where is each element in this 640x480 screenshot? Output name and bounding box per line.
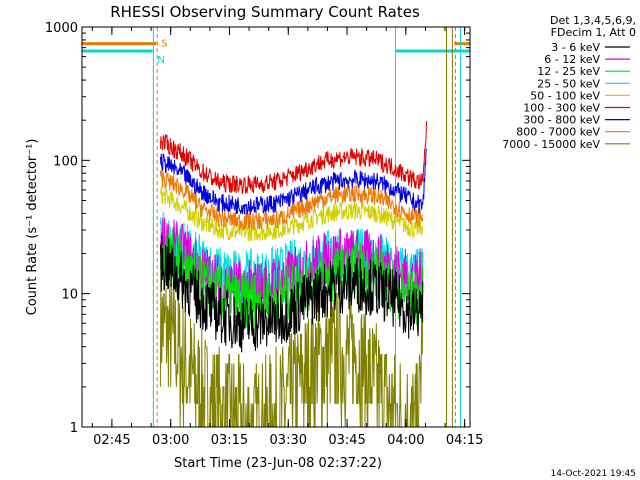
series-line-50-100-kev	[159, 186, 424, 242]
series-layer	[159, 120, 428, 427]
y-tick-label: 1000	[45, 21, 78, 36]
legend-entry-label: 12 - 25 keV	[537, 65, 600, 78]
legend-entry-label: 6 - 12 keV	[544, 53, 600, 66]
series-line-100-300-kev	[159, 120, 428, 194]
y-tick-label: 100	[53, 154, 78, 169]
plot-frame	[81, 26, 471, 428]
x-axis-label: Start Time (23-Jun-08 02:37:22)	[174, 456, 382, 471]
legend: Det 1,3,4,5,6,9,FDecim 1, Att 0 3 - 6 keV…	[502, 14, 636, 151]
series-line-7000-15000-kev	[159, 252, 424, 427]
legend-entry-label: 50 - 100 keV	[530, 89, 600, 102]
y-axis: 1 10 100 1000	[45, 21, 470, 436]
series-line-3-6-kev	[159, 235, 424, 353]
overlay-n-label: N	[157, 55, 164, 66]
x-tick-label: 03:15	[211, 433, 248, 448]
overlay-s-label: S	[161, 39, 167, 50]
chart-title: RHESSI Observing Summary Count Rates	[110, 3, 420, 21]
y-axis-label: Count Rate (s⁻¹ detector⁻¹)	[25, 139, 40, 316]
series-line-800-7000-kev	[159, 170, 424, 231]
x-tick-label: 03:00	[152, 433, 189, 448]
overlay-layer: SN	[82, 27, 470, 427]
x-axis: 02:45 03:00 03:15 03:30 03:45 04:00 04:15	[91, 27, 483, 448]
x-tick-label: 03:45	[328, 433, 365, 448]
plot-clip-group: SN	[82, 27, 470, 427]
x-tick-label: 03:30	[270, 433, 307, 448]
y-tick-label: 10	[61, 288, 78, 303]
legend-entry-label: 100 - 300 keV	[523, 102, 600, 115]
x-tick-label: 04:15	[446, 433, 483, 448]
x-tick-label: 02:45	[93, 433, 130, 448]
x-tick-label: 04:00	[387, 433, 424, 448]
legend-header-line: FDecim 1, Att 0	[551, 26, 636, 39]
footer-timestamp: 14-Oct-2021 19:45	[551, 469, 636, 479]
legend-entry-label: 300 - 800 keV	[523, 114, 600, 127]
legend-entry-label: 25 - 50 keV	[537, 77, 600, 90]
legend-entry-label: 7000 - 15000 keV	[502, 138, 600, 151]
legend-header-line: Det 1,3,4,5,6,9,	[550, 14, 636, 27]
y-tick-label: 1	[70, 421, 78, 436]
legend-entry-label: 800 - 7000 keV	[516, 126, 600, 139]
series-line-300-800-kev	[159, 148, 428, 216]
legend-entry-label: 3 - 6 keV	[551, 41, 600, 54]
